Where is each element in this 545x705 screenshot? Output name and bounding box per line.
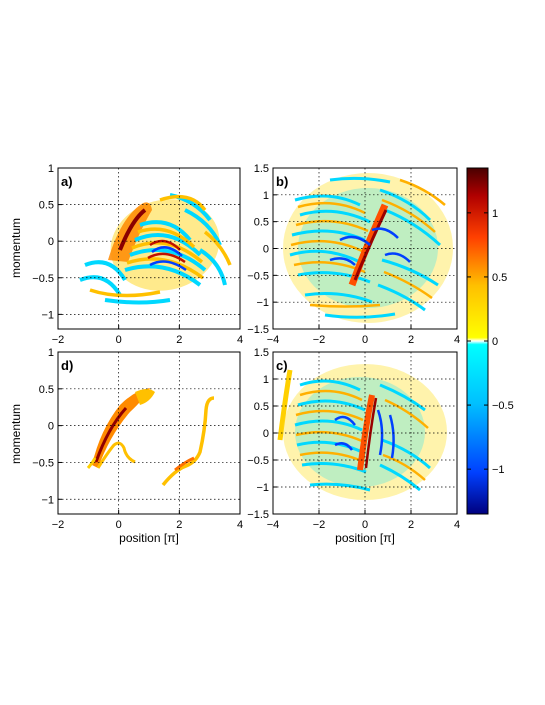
panel-d-xlabel: position [π]: [119, 531, 179, 545]
panel-c-grid: [273, 352, 457, 514]
panel-d-density: [86, 388, 215, 487]
panel-a-xtick-label-3: 4: [237, 334, 243, 346]
panel-b-xtick-label-3: 2: [408, 334, 414, 346]
panel-c-ytick-label-5: −1: [256, 482, 269, 494]
panel-b-ytick-label-5: −1: [256, 297, 269, 309]
colorbar-tick-label-0: 1: [492, 208, 498, 220]
panel-a-ytick-label-2: 0: [48, 236, 54, 248]
panel-c-ytick-label-1: 1: [263, 374, 269, 386]
colorbar: 1 0.5 0 −0.5 −1: [466, 167, 514, 515]
panel-d-ytick-label-4: −1: [41, 494, 54, 506]
panel-d-ylabel: momentum: [9, 404, 23, 464]
panel-d-grid: [58, 352, 240, 514]
panel-d-ytick-label-2: 0: [48, 421, 54, 433]
panel-d-xtick-label-2: 2: [176, 519, 182, 531]
panel-c-label: c): [276, 358, 288, 373]
panel-b-ytick-label-1: 1: [263, 190, 269, 202]
panel-a-frame: [57, 167, 241, 330]
colorbar-tick-label-3: −0.5: [492, 400, 514, 412]
colorbar-tick-label-4: −1: [492, 464, 505, 476]
panel-a-grid: [58, 168, 240, 329]
panel-c-xtick-label-2: 0: [362, 519, 368, 531]
panel-c-xtick-label-4: 4: [454, 519, 460, 531]
colorbar-ticks: 1 0.5 0 −0.5 −1: [467, 208, 514, 476]
panel-c-ytick-label-3: 0: [263, 428, 269, 440]
panel-a-ytick-label-0: 1: [48, 163, 54, 175]
panel-c: −4 −2 0 2 4 1.5 1 0.5 0 −0.5 −1 −1.5 c) position [π…: [247, 347, 460, 545]
panel-d-xtick-label-0: −2: [52, 519, 65, 531]
panel-b-label: b): [276, 174, 288, 189]
panel-c-ytick-label-2: 0.5: [254, 401, 269, 413]
panel-b-ytick-label-0: 1.5: [254, 163, 269, 175]
panel-d-label: d): [61, 358, 73, 373]
panel-b-xtick-label-2: 0: [362, 334, 368, 346]
panel-b-ytick-label-6: −1.5: [247, 324, 269, 336]
panel-c-ytick-label-4: −0.5: [247, 455, 269, 467]
colorbar-tick-label-2: 0: [492, 336, 498, 348]
panel-b: −4 −2 0 2 4 1.5 1 0.5 0 −0.5 −1 −1.5 b): [247, 163, 460, 346]
panel-c-xtick-label-3: 2: [408, 519, 414, 531]
panel-c-ytick-label-0: 1.5: [254, 347, 269, 359]
panel-d-xtick-label-1: 0: [116, 519, 122, 531]
panel-d: −2 0 2 4 1 0.5 0 −0.5 −1 d) momentum position [π…: [9, 347, 243, 545]
panel-d-ytick-label-0: 1: [48, 347, 54, 359]
panel-a: −2 0 2 4 1 0.5 0 −0.5 −1 a) momentum: [9, 163, 243, 346]
panel-a-label: a): [61, 174, 73, 189]
panel-d-ytick-label-3: −0.5: [32, 457, 54, 469]
panel-a-xtick-label-2: 2: [176, 334, 182, 346]
panel-b-density: [283, 173, 453, 323]
panel-b-ytick-label-3: 0: [263, 244, 269, 256]
panel-a-xtick-label-0: −2: [52, 334, 65, 346]
panel-b-xtick-label-0: −4: [267, 334, 280, 346]
panel-b-grid: [273, 168, 457, 329]
panel-b-ytick-label-4: −0.5: [247, 270, 269, 282]
panel-d-frame: [57, 351, 241, 515]
panel-d-ytick-label-1: 0.5: [39, 384, 54, 396]
panel-a-ticks: −2 0 2 4 1 0.5 0 −0.5 −1: [32, 163, 243, 346]
panel-a-ylabel: momentum: [9, 218, 23, 278]
panel-a-ytick-label-4: −1: [41, 309, 54, 321]
panel-a-density: [79, 193, 232, 305]
panel-c-ytick-label-6: −1.5: [247, 509, 269, 521]
colorbar-tick-label-1: 0.5: [492, 272, 507, 284]
panel-c-xtick-label-1: −2: [313, 519, 326, 531]
panel-c-xtick-label-0: −4: [267, 519, 280, 531]
panel-b-xtick-label-1: −2: [313, 334, 326, 346]
panel-a-xtick-label-1: 0: [116, 334, 122, 346]
panel-a-ytick-label-3: −0.5: [32, 273, 54, 285]
panel-a-ytick-label-1: 0.5: [39, 200, 54, 212]
panel-b-xtick-label-4: 4: [454, 334, 460, 346]
panel-b-ticks: −4 −2 0 2 4 1.5 1 0.5 0 −0.5 −1 −1.5: [247, 163, 460, 346]
panel-b-ytick-label-2: 0.5: [254, 217, 269, 229]
panel-d-xtick-label-3: 4: [237, 519, 243, 531]
panel-c-xlabel: position [π]: [335, 531, 395, 545]
panel-d-ticks: −2 0 2 4 1 0.5 0 −0.5 −1: [32, 347, 243, 531]
panel-c-ticks: −4 −2 0 2 4 1.5 1 0.5 0 −0.5 −1 −1.5: [247, 347, 460, 531]
panel-c-density: [277, 364, 447, 500]
